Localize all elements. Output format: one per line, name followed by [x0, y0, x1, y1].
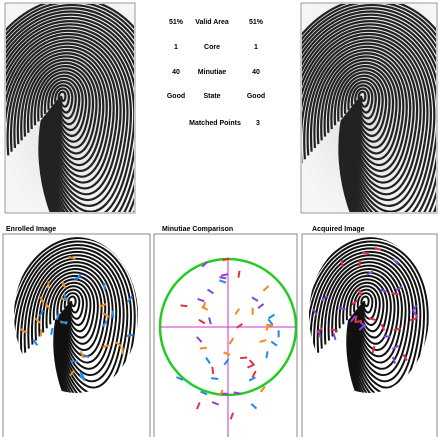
minutia — [219, 277, 226, 278]
app-window: 51% Valid Area 51% 1 Core 1 40 Minutiae 40 Good St… — [0, 0, 439, 437]
minutia — [127, 335, 134, 336]
minutia — [342, 260, 343, 267]
minutia — [200, 348, 207, 349]
stat-cell: Good — [167, 93, 185, 100]
minutia — [113, 311, 114, 318]
minutia — [238, 271, 239, 278]
minutia — [41, 329, 42, 336]
stat-cell: 51% — [249, 19, 264, 26]
minutia — [355, 321, 362, 322]
stats-table: 51% Valid Area 51% 1 Core 1 40 Minutiae 40 Good St… — [167, 19, 265, 127]
minutia — [319, 331, 320, 338]
minutia — [240, 357, 247, 358]
stat-label: Matched Points — [189, 120, 241, 127]
stat-cell: Minutiae — [198, 69, 226, 76]
comparison-panel — [154, 234, 297, 437]
minutia — [212, 367, 213, 374]
minutia — [180, 305, 187, 306]
minutia — [51, 328, 52, 335]
minutia — [391, 293, 398, 294]
panel-label: Enrolled Image — [6, 226, 56, 233]
minutia — [394, 329, 401, 330]
stat-cell: Good — [247, 93, 265, 100]
stat-value: 3 — [256, 120, 260, 127]
stat-cell: 40 — [172, 69, 180, 76]
stat-cell: Valid Area — [195, 19, 229, 26]
minutia — [104, 283, 105, 290]
stat-cell: Core — [204, 44, 220, 51]
minutia — [211, 378, 218, 379]
minutia — [359, 260, 360, 267]
stat-cell: 1 — [174, 44, 178, 51]
minutia — [64, 294, 65, 301]
stat-cell: 40 — [252, 69, 260, 76]
minutia — [234, 392, 241, 393]
panel-label: Acquired Image — [312, 226, 365, 233]
screen: 51% Valid Area 51% 1 Core 1 40 Minutiae 40 Good St… — [0, 0, 439, 437]
panel-label: Minutiae Comparison — [162, 226, 233, 233]
stat-cell: State — [203, 93, 220, 100]
stat-cell: 1 — [254, 44, 258, 51]
stat-cell: 51% — [169, 19, 184, 26]
minutia — [339, 308, 346, 309]
minutia — [266, 351, 267, 358]
